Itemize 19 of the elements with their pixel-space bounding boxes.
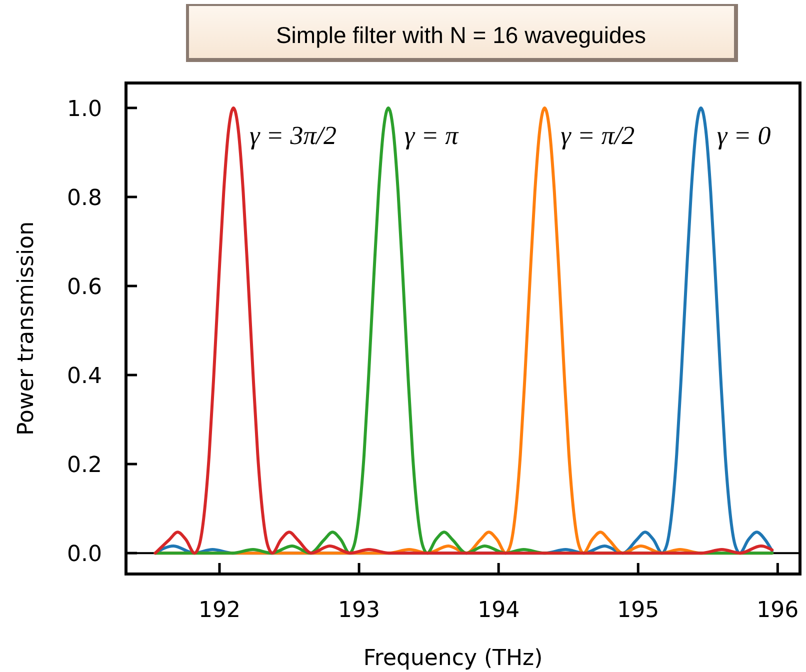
x-tick-label: 195 (617, 598, 660, 623)
series-label: γ = 0 (716, 120, 771, 150)
series-label: γ = 3π/2 (249, 120, 336, 150)
y-tick-label: 1.0 (67, 96, 102, 122)
y-axis-title: Power transmission (14, 221, 39, 436)
x-tick-label: 196 (756, 598, 799, 623)
x-tick-label: 193 (338, 598, 380, 623)
series-label: γ = π (404, 120, 460, 150)
x-axis-title: Frequency (THz) (363, 646, 543, 671)
y-tick-label: 0.4 (67, 364, 102, 390)
y-tick-label: 0.6 (67, 274, 102, 300)
y-tick-label: 0.0 (67, 542, 102, 568)
y-tick-label: 0.8 (67, 186, 102, 211)
series-label: γ = π/2 (560, 120, 635, 150)
chart-title: Simple filter with N = 16 waveguides (276, 22, 646, 48)
y-tick-label: 0.2 (67, 453, 102, 478)
x-tick-label: 192 (198, 598, 240, 623)
x-tick-label: 194 (478, 598, 520, 623)
line-series (154, 106, 774, 555)
